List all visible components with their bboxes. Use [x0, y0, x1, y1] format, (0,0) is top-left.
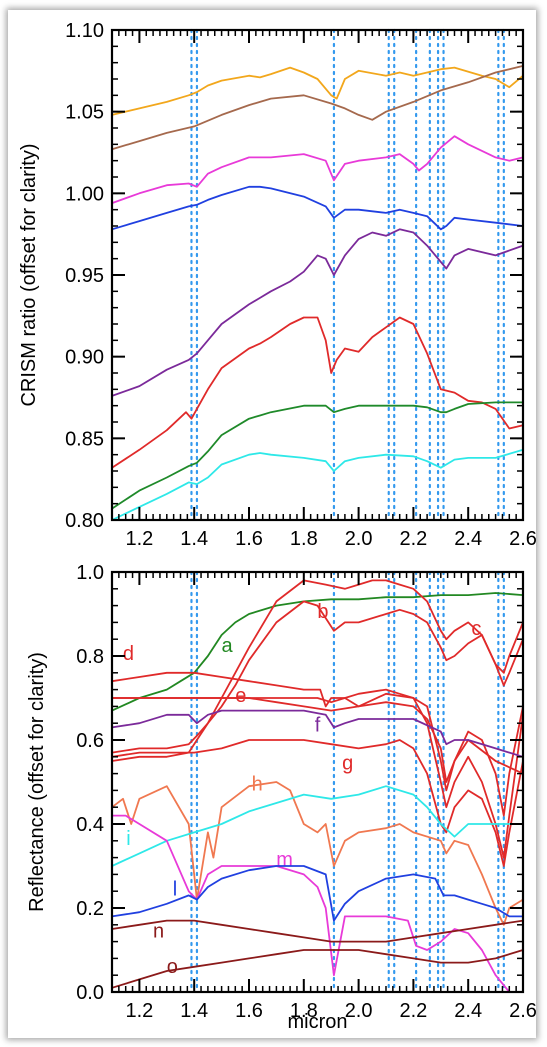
panel1-y-tick-label: 0.90: [65, 347, 104, 369]
panel2-y-tick-label: 0.4: [76, 814, 104, 836]
panel2-series-h-line: [111, 781, 524, 926]
panel2-y-axis-title: Reflectance (offset for clarity): [26, 652, 48, 912]
panel1-y-tick-label: 0.85: [65, 428, 104, 450]
panel2-x-tick-label: 2.2: [399, 1000, 427, 1022]
panel1-y-tick-label: 0.80: [65, 510, 104, 532]
panel2-x-tick-label: 1.2: [125, 1000, 153, 1022]
panel2-curve-label-b: b: [317, 601, 328, 623]
panel1-series-6-line: [111, 401, 523, 510]
panel2-y-tick-label: 0.0: [76, 982, 104, 1004]
figure-frame: 1.2 1.4 1.6 1.8 2.0 2.2 2.4 2.6 0.80 0.85 0.90 0.95…: [8, 10, 536, 1038]
panel1-x-tick-label: 2.6: [509, 528, 536, 550]
panel2-axes-frame: [110, 570, 525, 994]
panel2-x-tick-label: 2.6: [509, 1000, 536, 1022]
panel2-series-l-line: [111, 865, 523, 922]
panel1-y-tick-label: 0.95: [65, 265, 104, 287]
panel2-y-tick-label: 1.0: [76, 562, 104, 584]
panel2-curve-label-d: d: [123, 643, 134, 665]
panel2-series-a-line: [111, 592, 524, 712]
panel2-series-n-line: [111, 919, 524, 943]
panel2-curve-label-m: m: [276, 849, 293, 871]
panel1-axes-frame: [110, 28, 525, 522]
panel2-x-tick-label: 2.0: [345, 1000, 373, 1022]
panel1-x-tick-label: 1.8: [290, 528, 318, 550]
panel1-x-tick-label: 1.6: [235, 528, 263, 550]
panel2-curve-label-a: a: [222, 635, 234, 657]
panel2-curve-label-g: g: [342, 752, 353, 774]
panel2-curve-label-l: l: [173, 878, 177, 900]
panel2-series-f-line: [111, 709, 524, 758]
panel2-x-tick-label: 2.4: [454, 1000, 482, 1022]
panel2-y-tick-label: 0.8: [76, 646, 104, 668]
panel2-series-o-line: [111, 949, 524, 989]
panel1-series-1-line: [111, 65, 524, 151]
panel1-y-tick-label: 1.05: [65, 102, 104, 124]
panel1-x-tick-label: 2.4: [454, 528, 482, 550]
panel2-series-e-line: [112, 697, 524, 783]
panel2-curve-label-i: i: [126, 828, 130, 850]
panel2-x-tick-label: 1.4: [180, 1000, 208, 1022]
panel2-series-g-line: [111, 739, 524, 867]
panel2-y-tick-label: 0.6: [76, 730, 104, 752]
panel2-curve-label-o: o: [167, 956, 178, 978]
panel2-x-tick-label: 1.8: [290, 1000, 318, 1022]
panel1-series-4-line: [111, 228, 524, 397]
panel1-series-2-line: [111, 135, 524, 204]
panel2-series-b2-line: [111, 579, 524, 762]
panel1-y-tick-label: 1.10: [65, 20, 104, 42]
panel2-x-tick-label: 1.6: [235, 1000, 263, 1022]
panel1-x-tick-label: 2.0: [345, 528, 373, 550]
figure-canvas: 1.2 1.4 1.6 1.8 2.0 2.2 2.4 2.6 0.80 0.85 0.90 0.95…: [18, 20, 536, 1033]
panel2-curve-label-e: e: [235, 685, 246, 707]
panel1-series-5-line: [111, 316, 524, 469]
panel1-y-axis-title: CRISM ratio (offset for clarity): [18, 143, 40, 406]
panel2-curve-label-f: f: [315, 715, 321, 737]
panel1-x-tick-label: 2.2: [399, 528, 427, 550]
panel2-y-tick-label: 0.2: [76, 898, 104, 920]
panel2-series-d-line: [111, 671, 524, 817]
panel2-curve-label-c: c: [471, 618, 481, 640]
panel2-x-axis-title: micron: [287, 1011, 347, 1033]
panel2-series-i-line: [111, 785, 523, 867]
panel1-x-tick-label: 1.2: [125, 528, 153, 550]
panel1-series-0-line: [111, 66, 524, 116]
panel1-series-3-line: [111, 185, 524, 231]
panel1-series-7-line: [111, 448, 524, 521]
panel2-curve-label-n: n: [153, 920, 164, 942]
panel1-y-tick-label: 1.00: [65, 183, 104, 205]
panel2-curve-label-h: h: [252, 773, 263, 795]
panel1-x-tick-label: 1.4: [180, 528, 208, 550]
